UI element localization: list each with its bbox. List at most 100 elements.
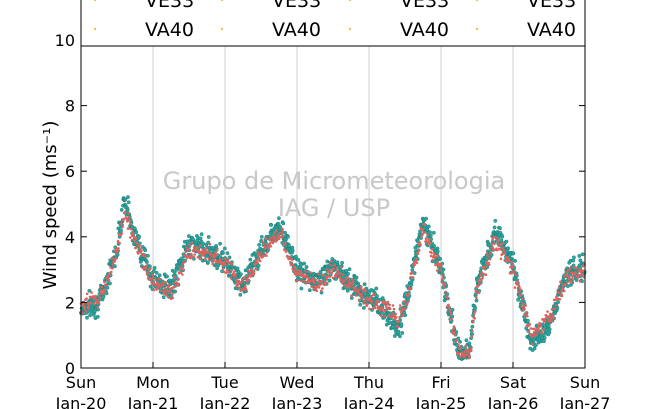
- data-point: [367, 298, 371, 302]
- data-point: [440, 273, 443, 276]
- data-point: [100, 285, 103, 289]
- data-point: [500, 246, 504, 250]
- data-point: [436, 260, 440, 264]
- data-point: [347, 267, 352, 272]
- data-point: [229, 276, 233, 280]
- x-tick-date: Jan-25: [415, 394, 467, 409]
- data-point: [295, 279, 299, 283]
- data-point: [107, 279, 111, 282]
- data-point: [577, 275, 581, 278]
- data-point: [364, 296, 368, 300]
- data-point: [508, 271, 512, 275]
- data-point: [244, 288, 248, 292]
- data-point: [314, 278, 317, 282]
- data-point: [256, 262, 259, 265]
- data-point: [246, 275, 250, 279]
- data-point: [317, 286, 321, 289]
- data-point: [437, 254, 440, 257]
- data-point: [423, 222, 427, 226]
- data-point: [234, 278, 238, 282]
- data-point: [482, 272, 485, 276]
- data-point: [288, 257, 292, 261]
- data-point: [504, 239, 509, 244]
- data-point: [458, 347, 461, 351]
- data-point: [542, 339, 546, 343]
- data-point: [291, 263, 295, 267]
- data-point: [117, 247, 120, 250]
- data-point: [498, 226, 502, 231]
- data-point: [362, 302, 366, 305]
- data-point: [501, 242, 505, 245]
- y-tick-label: 8: [65, 97, 75, 116]
- data-point: [144, 266, 148, 270]
- data-point: [192, 246, 196, 249]
- data-point: [265, 254, 268, 257]
- x-tick-date: Jan-26: [487, 394, 539, 409]
- data-point: [313, 281, 316, 284]
- data-point: [123, 197, 128, 202]
- data-point: [129, 222, 133, 226]
- data-point: [510, 260, 513, 264]
- data-point: [190, 252, 193, 256]
- data-point: [363, 287, 367, 291]
- data-point: [176, 283, 180, 287]
- data-point: [240, 281, 243, 284]
- y-tick-label: 0: [65, 359, 75, 378]
- data-point: [499, 257, 503, 261]
- data-point: [578, 279, 582, 283]
- data-point: [356, 291, 360, 294]
- data-point: [574, 278, 579, 282]
- x-tick-date: Jan-20: [55, 394, 107, 409]
- data-point: [415, 257, 418, 261]
- data-point: [514, 273, 517, 277]
- data-point: [350, 294, 353, 298]
- data-point: [474, 289, 478, 293]
- data-point: [405, 303, 409, 306]
- data-point: [113, 249, 117, 252]
- data-point: [388, 303, 391, 307]
- data-point: [409, 287, 412, 290]
- data-point: [332, 267, 335, 270]
- data-point: [214, 254, 217, 258]
- data-point: [199, 244, 202, 247]
- data-point: [473, 317, 477, 320]
- data-point: [503, 250, 507, 254]
- data-point: [173, 289, 178, 294]
- data-point: [302, 261, 306, 266]
- data-point: [171, 293, 174, 296]
- data-point: [296, 269, 300, 272]
- data-point: [319, 283, 323, 286]
- data-point: [345, 288, 350, 293]
- data-point: [463, 355, 466, 359]
- data-point: [403, 307, 407, 311]
- x-tick-date: Jan-21: [127, 394, 179, 409]
- data-point: [542, 335, 547, 340]
- data-point: [564, 283, 567, 286]
- data-point: [215, 248, 219, 252]
- data-point: [407, 292, 410, 296]
- data-point: [519, 293, 523, 296]
- data-point: [161, 295, 166, 300]
- data-point: [466, 353, 469, 357]
- data-point: [259, 234, 264, 239]
- data-point: [265, 251, 269, 254]
- data-point: [281, 235, 285, 238]
- data-point: [447, 305, 451, 308]
- data-point: [582, 269, 585, 273]
- data-point: [188, 243, 191, 246]
- data-point: [251, 269, 255, 273]
- data-point: [248, 270, 252, 273]
- data-point: [262, 253, 265, 257]
- data-point: [88, 295, 92, 299]
- data-point: [293, 265, 296, 269]
- data-point: [426, 233, 429, 236]
- data-point: [580, 252, 585, 257]
- data-point: [428, 238, 431, 241]
- data-point: [87, 304, 91, 308]
- data-point: [542, 328, 545, 331]
- x-tick-day: Thu: [353, 373, 384, 392]
- data-point: [299, 279, 303, 283]
- data-point: [473, 306, 477, 310]
- data-point: [383, 309, 387, 313]
